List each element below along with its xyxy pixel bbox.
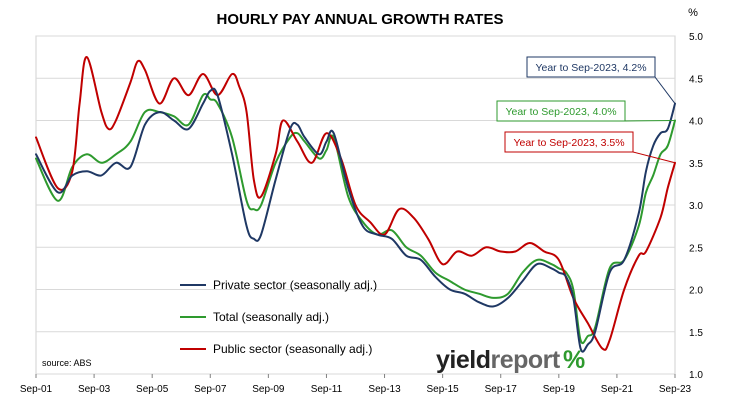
y-tick-label: 2.0 [689,286,703,297]
legend-label: Total (seasonally adj.) [213,310,329,324]
y-tick-label: 3.5 [689,159,703,170]
y-tick-label: 1.0 [689,370,703,381]
x-axis-ticks: Sep-01 Sep-03 Sep-05 Sep-07 Sep-09 Sep-11 Sep-… [20,374,692,395]
series-public-line [35,56,676,351]
x-tick-label: Sep-07 [194,384,227,395]
x-tick-label: Sep-03 [78,384,111,395]
annotation-leader-line [654,76,676,104]
y-tick-label: 5.0 [689,32,703,43]
source-note: source: ABS [42,358,92,368]
x-tick-label: Sep-19 [543,384,576,395]
logo-percent-symbol: % [563,346,585,374]
logo-word-yield: yield [436,346,490,374]
x-tick-label: Sep-01 [20,384,53,395]
x-tick-label: Sep-21 [601,384,634,395]
series-private-line [35,87,676,353]
y-tick-label: 4.0 [689,117,703,128]
annotation-label: Year to Sep-2023, 4.2% [535,62,646,74]
x-tick-label: Sep-11 [311,384,343,395]
annotations: Year to Sep-2023, 4.2% Year to Sep-2023, … [496,56,676,164]
series-total-line [35,92,676,345]
y-tick-label: 1.5 [689,328,703,339]
annotation-label: Year to Sep-2023, 4.0% [505,106,616,118]
x-tick-label: Sep-15 [427,384,460,395]
annotation-label: Year to Sep-2023, 3.5% [513,137,624,149]
logo-word-report: report [490,346,560,374]
y-axis-ticks: 1.0 1.5 2.0 2.5 3.0 3.5 4.0 4.5 5.0 [689,32,703,381]
x-tick-label: Sep-17 [485,384,518,395]
y-tick-label: 2.5 [689,243,703,254]
x-tick-label: Sep-09 [252,384,285,395]
x-tick-label: Sep-23 [659,384,692,395]
y-tick-label: 4.5 [689,74,703,85]
legend: Private sector (seasonally adj.) Total (s… [180,278,377,356]
chart-title: HOURLY PAY ANNUAL GROWTH RATES [217,11,504,28]
x-tick-label: Sep-13 [368,384,401,395]
y-tick-label: 3.0 [689,201,703,212]
annotation-leader-line [632,151,676,164]
legend-label: Private sector (seasonally adj.) [213,278,377,292]
yieldreport-logo: yieldreport % [436,346,585,374]
x-tick-label: Sep-05 [136,384,169,395]
legend-label: Public sector (seasonally adj.) [213,342,372,356]
logo-text: yieldreport [436,346,561,374]
y-axis-unit: % [688,7,698,19]
annotation-box [504,131,634,153]
annotation-box [496,100,626,122]
annotation-box [526,56,656,78]
annotation-leader-line [624,120,676,122]
series-lines [35,56,676,353]
